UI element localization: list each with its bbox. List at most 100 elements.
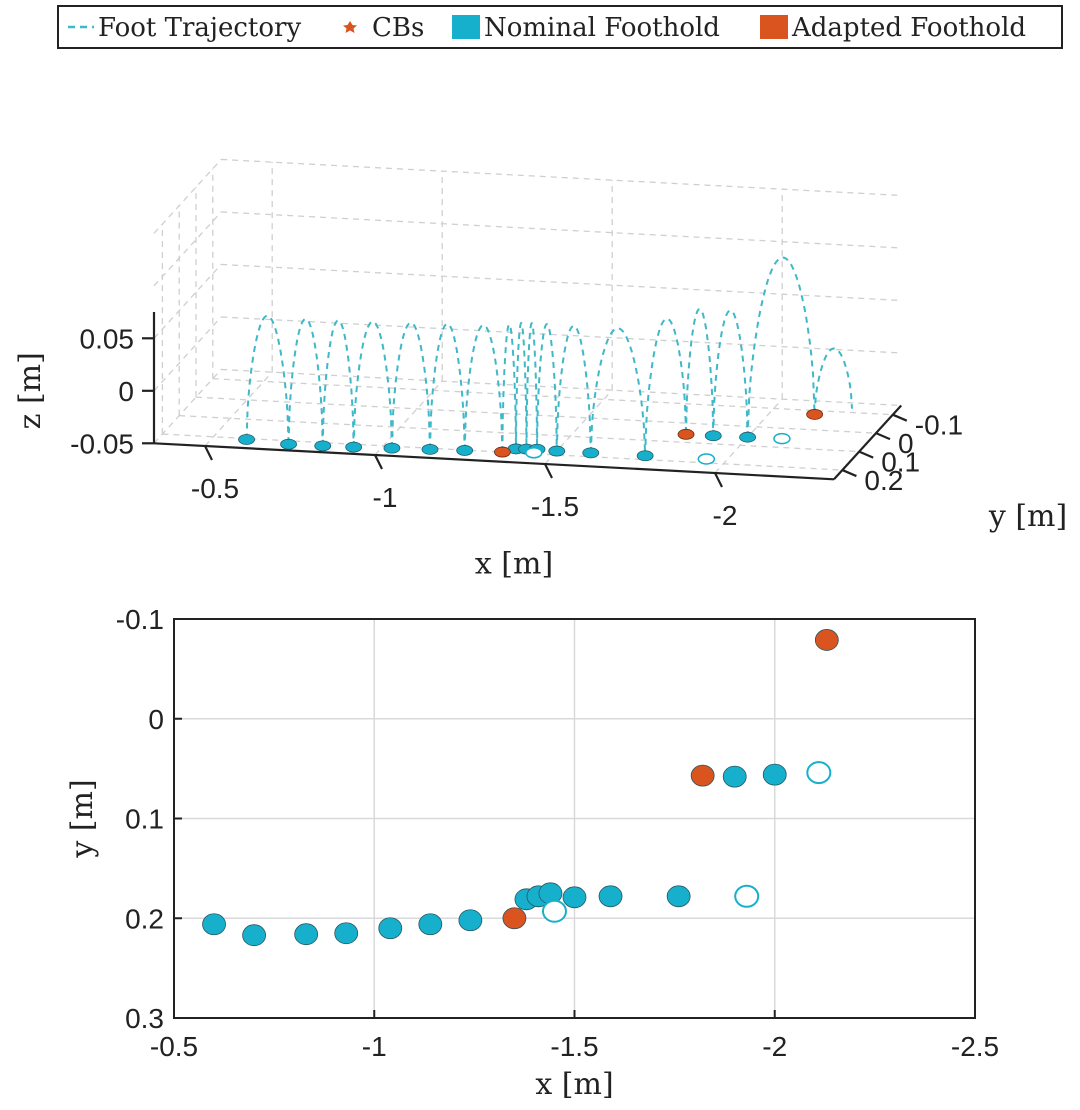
- plot-3d-ztick-label: 0: [118, 376, 134, 407]
- plot-2d-ytick-label: 0: [148, 704, 164, 735]
- plot-3d-gridline: [195, 396, 877, 434]
- plot-2d-xtick-label: -0.5: [150, 1031, 198, 1062]
- plot-3d-xtick: [374, 454, 383, 470]
- plot-3d-gridline: [153, 369, 222, 444]
- plot-2d: -0.5 -1 -1.5 -2 -2.5 -0.1 0 0.1 0.2 0.3 x [m] y […: [65, 604, 999, 1102]
- legend-adapted-square-icon: [760, 15, 788, 39]
- plot-3d-zlabel: z [m]: [13, 352, 48, 429]
- open-foothold-3d: [773, 432, 791, 445]
- plot-2d-ylabel: y [m]: [65, 779, 100, 858]
- nominal-foothold-point: [762, 763, 787, 786]
- nominal-foothold-3d: [345, 441, 363, 453]
- plot-2d-ticks: -0.5 -1 -1.5 -2 -2.5 -0.1 0 0.1 0.2 0.3: [116, 604, 999, 1062]
- plot-3d-ztick-label: -0.05: [70, 428, 134, 459]
- plot-3d-ylabel: y [m]: [988, 499, 1067, 534]
- foot-trajectory-line: [515, 321, 528, 450]
- plot-3d-grid: [153, 158, 902, 474]
- plot-3d-x-axis: [153, 442, 835, 481]
- plot-3d-ztick-label: 0.05: [80, 323, 135, 354]
- plot-2d-ytick-label: 0.2: [125, 903, 164, 934]
- plot-3d-ytick-label: 0: [898, 428, 914, 459]
- foot-trajectory-line: [321, 319, 355, 448]
- nominal-foothold-3d: [314, 440, 332, 452]
- nominal-foothold-3d: [582, 447, 600, 459]
- nominal-foothold-3d: [636, 450, 654, 462]
- nominal-foothold-point: [378, 917, 403, 940]
- plot-3d-ytick: [892, 413, 908, 422]
- plot-2d-ytick-label: -0.1: [116, 604, 164, 635]
- nominal-foothold-3d: [383, 442, 401, 454]
- plot-2d-frame: [173, 618, 976, 1019]
- foot-trajectory-line: [589, 327, 647, 456]
- plot-3d-xtick-label: -1: [373, 482, 398, 513]
- plot-3d-ytick: [875, 432, 891, 441]
- plot-3d-xtick-label: -0.5: [191, 473, 239, 504]
- open-foothold-3d: [697, 453, 716, 465]
- adapted-foothold-3d: [806, 409, 824, 420]
- legend-label-cbs: CBs: [372, 13, 424, 43]
- plot-3d-gridline: [162, 433, 843, 471]
- plot-2d-xtick-label: -1.5: [550, 1031, 598, 1062]
- legend-cbs-star-icon: [343, 21, 357, 33]
- plot-3d-y-axis: [833, 404, 903, 481]
- nominal-foothold-3d: [238, 434, 255, 445]
- legend: Foot Trajectory CBs Nominal Foothold Ada…: [57, 5, 1063, 49]
- open-foothold-point: [806, 761, 832, 785]
- plot-3d-gridline: [179, 414, 860, 453]
- adapted-foothold-3d: [493, 446, 511, 458]
- plot-2d-xlabel: x [m]: [535, 1067, 613, 1102]
- plot-3d-gridline: [212, 378, 893, 416]
- foot-trajectory-line: [685, 307, 715, 436]
- plot-3d-axes: -0.5 -1 -1.5 -2-0.100.10.20.050-0.05: [70, 312, 963, 531]
- plot-3d-xtick: [204, 445, 213, 461]
- plot-3d-ytick-label: -0.1: [915, 410, 963, 441]
- plot-3d-gridline: [221, 316, 902, 354]
- plot-3d-gridline: [153, 264, 222, 339]
- foot-trajectory-line: [712, 309, 749, 438]
- nominal-foothold-point: [562, 886, 587, 909]
- legend-box: [57, 5, 1063, 49]
- foot-trajectory-line: [501, 323, 517, 453]
- plot-2d-xtick-label: -1: [362, 1031, 387, 1062]
- plot-3d-gridline: [221, 158, 902, 197]
- foot-trajectory-line: [555, 324, 592, 453]
- legend-nominal-square-icon: [452, 15, 480, 39]
- open-foothold-point: [541, 899, 567, 923]
- plot-3d-ytick-label: 0.2: [864, 465, 903, 496]
- nominal-foothold-3d: [456, 445, 474, 456]
- plot-3d-gridline: [153, 159, 222, 234]
- foot-trajectory-line: [525, 321, 538, 450]
- plot-3d: -0.5 -1 -1.5 -2-0.100.10.20.050-0.05 x [m] …: [13, 158, 1067, 581]
- foot-trajectory-line: [536, 323, 558, 452]
- nominal-foothold-point: [242, 924, 267, 947]
- nominal-foothold-point: [334, 922, 359, 945]
- plot-3d-ytick: [858, 450, 874, 459]
- plot-3d-gridline: [221, 263, 902, 302]
- plot-3d-xtick: [714, 472, 723, 488]
- plot-3d-footholds: [238, 409, 824, 465]
- plot-3d-trajectories: [245, 256, 853, 456]
- plot-3d-ytick: [841, 469, 857, 478]
- foot-trajectory-line: [644, 317, 688, 456]
- nominal-foothold-point: [418, 913, 443, 936]
- plot-3d-xtick: [544, 463, 553, 479]
- plot-3d-gridline: [221, 211, 902, 249]
- open-foothold-point: [734, 884, 760, 908]
- plot-3d-xtick-label: -2: [713, 500, 738, 531]
- nominal-foothold-3d: [421, 443, 439, 455]
- adapted-foothold-point: [814, 629, 839, 651]
- plot-3d-gridline: [153, 211, 222, 287]
- nominal-foothold-point: [202, 913, 226, 936]
- legend-label-nominal: Nominal Foothold: [484, 13, 720, 43]
- foot-trajectory-line: [245, 314, 290, 445]
- plot-3d-gridline: [153, 316, 222, 392]
- open-foothold-3d: [525, 447, 543, 459]
- plot-3d-xtick-label: -1.5: [531, 491, 579, 522]
- nominal-foothold-3d: [704, 430, 722, 442]
- plot-2d-ytick-label: 0.1: [125, 804, 164, 835]
- plot-2d-ytick-label: 0.3: [125, 1003, 164, 1034]
- nominal-foothold-3d: [739, 431, 756, 443]
- nominal-foothold-point: [458, 909, 483, 932]
- foot-trajectory-line: [429, 322, 466, 451]
- foot-trajectory-line: [813, 347, 853, 415]
